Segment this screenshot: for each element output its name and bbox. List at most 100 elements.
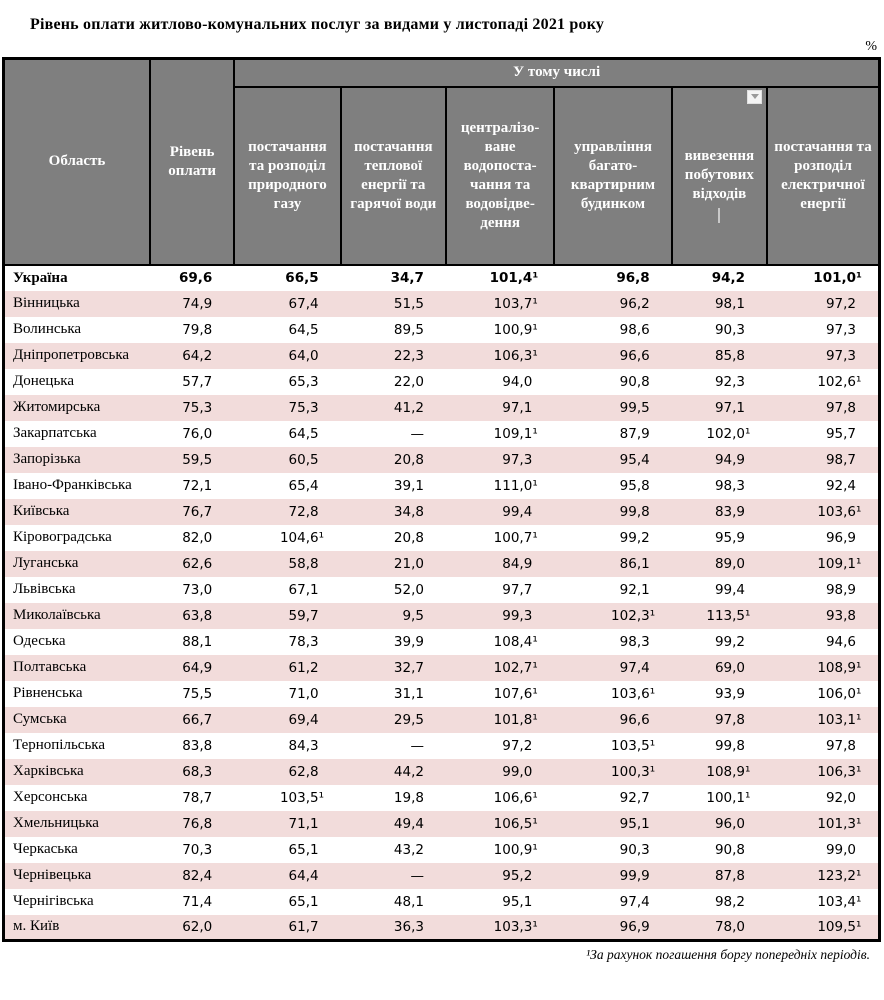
table-row: Миколаївська 63,8 59,7 9,5 99,3 102,3¹ 113,5¹ 9… xyxy=(3,602,880,629)
value-cell: 82,0 xyxy=(182,529,213,546)
region-cell: Запорізька xyxy=(13,451,81,467)
value-cell: 67,4 xyxy=(288,295,319,312)
value-cell: 103,3¹ xyxy=(493,918,538,935)
page-title: Рівень оплати житлово-комунальних послуг… xyxy=(30,16,605,33)
col-header-water: централізо-ване водопоста-чання та водов… xyxy=(444,85,556,266)
value-cell: 97,1 xyxy=(502,399,533,416)
table-header: Область Рівень оплати У тому числі поста… xyxy=(2,57,881,266)
value-cell: 92,4 xyxy=(825,477,856,494)
value-cell: 68,3 xyxy=(182,763,213,780)
value-cell: 96,8 xyxy=(616,270,650,286)
value-cell: 101,3¹ xyxy=(817,815,862,832)
value-cell: 103,5¹ xyxy=(279,789,325,806)
table-row: Кіровоградська 82,0 104,6¹ 20,8 100,7¹ 99,2 95… xyxy=(4,525,880,551)
value-cell: 96,2 xyxy=(619,295,650,312)
region-cell: Київська xyxy=(13,503,70,519)
value-cell: 31,1 xyxy=(393,685,424,702)
value-cell: 62,6 xyxy=(182,555,213,572)
region-cell: м. Київ xyxy=(13,918,60,935)
region-cell: Дніпропетровська xyxy=(13,347,130,363)
value-cell: 96,9 xyxy=(619,918,650,935)
value-cell: 20,8 xyxy=(393,529,424,546)
col-header-region: Область xyxy=(2,57,151,266)
value-cell: 70,3 xyxy=(182,841,213,858)
value-cell: 108,4¹ xyxy=(493,633,538,650)
region-cell: Рівненська xyxy=(13,685,83,701)
value-cell: 89,0 xyxy=(714,555,746,572)
value-cell: 107,6¹ xyxy=(493,685,538,702)
filter-dropdown-button[interactable] xyxy=(747,89,763,104)
chevron-down-icon xyxy=(750,94,759,99)
region-cell: Миколаївська xyxy=(13,607,101,623)
value-cell: 87,8 xyxy=(714,867,746,884)
value-cell: 34,7 xyxy=(390,270,424,286)
value-cell: 99,0 xyxy=(825,841,856,858)
region-cell: Харківська xyxy=(13,763,84,779)
value-cell: 111,0¹ xyxy=(493,477,538,494)
value-cell: 101,4¹ xyxy=(489,270,539,286)
value-cell: 92,1 xyxy=(619,581,650,598)
value-cell: 69,4 xyxy=(288,711,319,728)
value-cell: 109,1¹ xyxy=(493,425,538,442)
value-cell: 84,9 xyxy=(502,555,533,572)
value-cell: 100,7¹ xyxy=(493,529,538,546)
value-cell: 73,0 xyxy=(182,581,213,598)
table-row: Чернівецька 82,4 64,4 — 95,2 99,9 87,8 123,2¹ xyxy=(3,862,880,889)
footnote: ¹За рахунок погашення боргу попередніх п… xyxy=(586,947,870,962)
value-cell: 103,6¹ xyxy=(817,503,862,520)
value-cell: — xyxy=(410,867,424,884)
value-cell: 9,5 xyxy=(402,607,424,624)
value-cell: 85,8 xyxy=(714,347,746,364)
value-cell: 97,4 xyxy=(619,659,650,676)
region-cell: Тернопільська xyxy=(13,737,106,753)
value-cell: 92,0 xyxy=(825,789,856,806)
value-cell: 75,3 xyxy=(182,399,213,416)
value-cell: 44,2 xyxy=(393,763,424,780)
value-cell: 97,2 xyxy=(502,737,533,754)
table-row: Україна 69,6 66,5 34,7 101,4¹ 96,8 94,2 101,0¹ xyxy=(4,265,880,291)
value-cell: 64,4 xyxy=(288,867,319,884)
table-row: Полтавська 64,9 61,2 32,7 102,7¹ 97,4 69,0 108,… xyxy=(3,654,880,681)
value-cell: 100,9¹ xyxy=(493,841,538,858)
value-cell: 67,1 xyxy=(288,581,319,598)
table-row: Донецька 57,7 65,3 22,0 94,0 90,8 92,3 102,6¹ xyxy=(4,369,880,395)
value-cell: — xyxy=(410,425,424,442)
value-cell: 92,3 xyxy=(714,373,746,390)
value-cell: 90,8 xyxy=(714,841,746,858)
value-cell: 39,1 xyxy=(393,477,424,494)
value-cell: 34,8 xyxy=(393,503,424,520)
value-cell: 99,3 xyxy=(502,607,533,624)
value-cell: 75,3 xyxy=(288,399,319,416)
value-cell: 108,9¹ xyxy=(817,659,862,676)
table-row: Луганська 62,6 58,8 21,0 84,9 86,1 89,0 109,1¹ xyxy=(3,550,880,577)
value-cell: 43,2 xyxy=(393,841,424,858)
value-cell: 96,6 xyxy=(619,347,650,364)
value-cell: 66,5 xyxy=(285,270,319,286)
region-cell: Хмельницька xyxy=(13,815,99,831)
value-cell: 95,8 xyxy=(619,477,650,494)
value-cell: 78,3 xyxy=(288,633,319,650)
value-cell: 104,6¹ xyxy=(279,529,325,546)
value-cell: 51,5 xyxy=(393,295,424,312)
value-cell: 65,1 xyxy=(288,841,319,858)
value-cell: 95,9 xyxy=(714,529,746,546)
value-cell: 100,3¹ xyxy=(611,763,656,780)
text-cursor xyxy=(717,207,720,223)
value-cell: 90,3 xyxy=(619,841,650,858)
table-row: Запорізька 59,5 60,5 20,8 97,3 95,4 94,9 98,7 xyxy=(3,446,880,473)
table-row: Чернігівська 71,4 65,1 48,1 95,1 97,4 98,2 103,… xyxy=(4,889,880,915)
value-cell: 96,6 xyxy=(619,711,650,728)
value-cell: 52,0 xyxy=(393,581,424,598)
value-cell: 84,3 xyxy=(288,737,319,754)
value-cell: 95,1 xyxy=(619,815,650,832)
region-cell: Вінницька xyxy=(13,295,80,311)
table-row: Житомирська 75,3 75,3 41,2 97,1 99,5 97,1 97,8 xyxy=(3,394,880,421)
value-cell: 64,2 xyxy=(182,347,213,364)
value-cell: 76,7 xyxy=(182,503,213,520)
col-header-electricity: постачання та розподіл електричної енерг… xyxy=(766,85,881,266)
table-row: Сумська 66,7 69,4 29,5 101,8¹ 96,6 97,8 103,1¹ xyxy=(3,706,880,733)
value-cell: 102,6¹ xyxy=(817,373,862,390)
value-cell: 96,9 xyxy=(825,529,856,546)
region-cell: Івано-Франківська xyxy=(13,477,132,493)
table-row: Львівська 73,0 67,1 52,0 97,7 92,1 99,4 98,9 xyxy=(4,577,880,603)
